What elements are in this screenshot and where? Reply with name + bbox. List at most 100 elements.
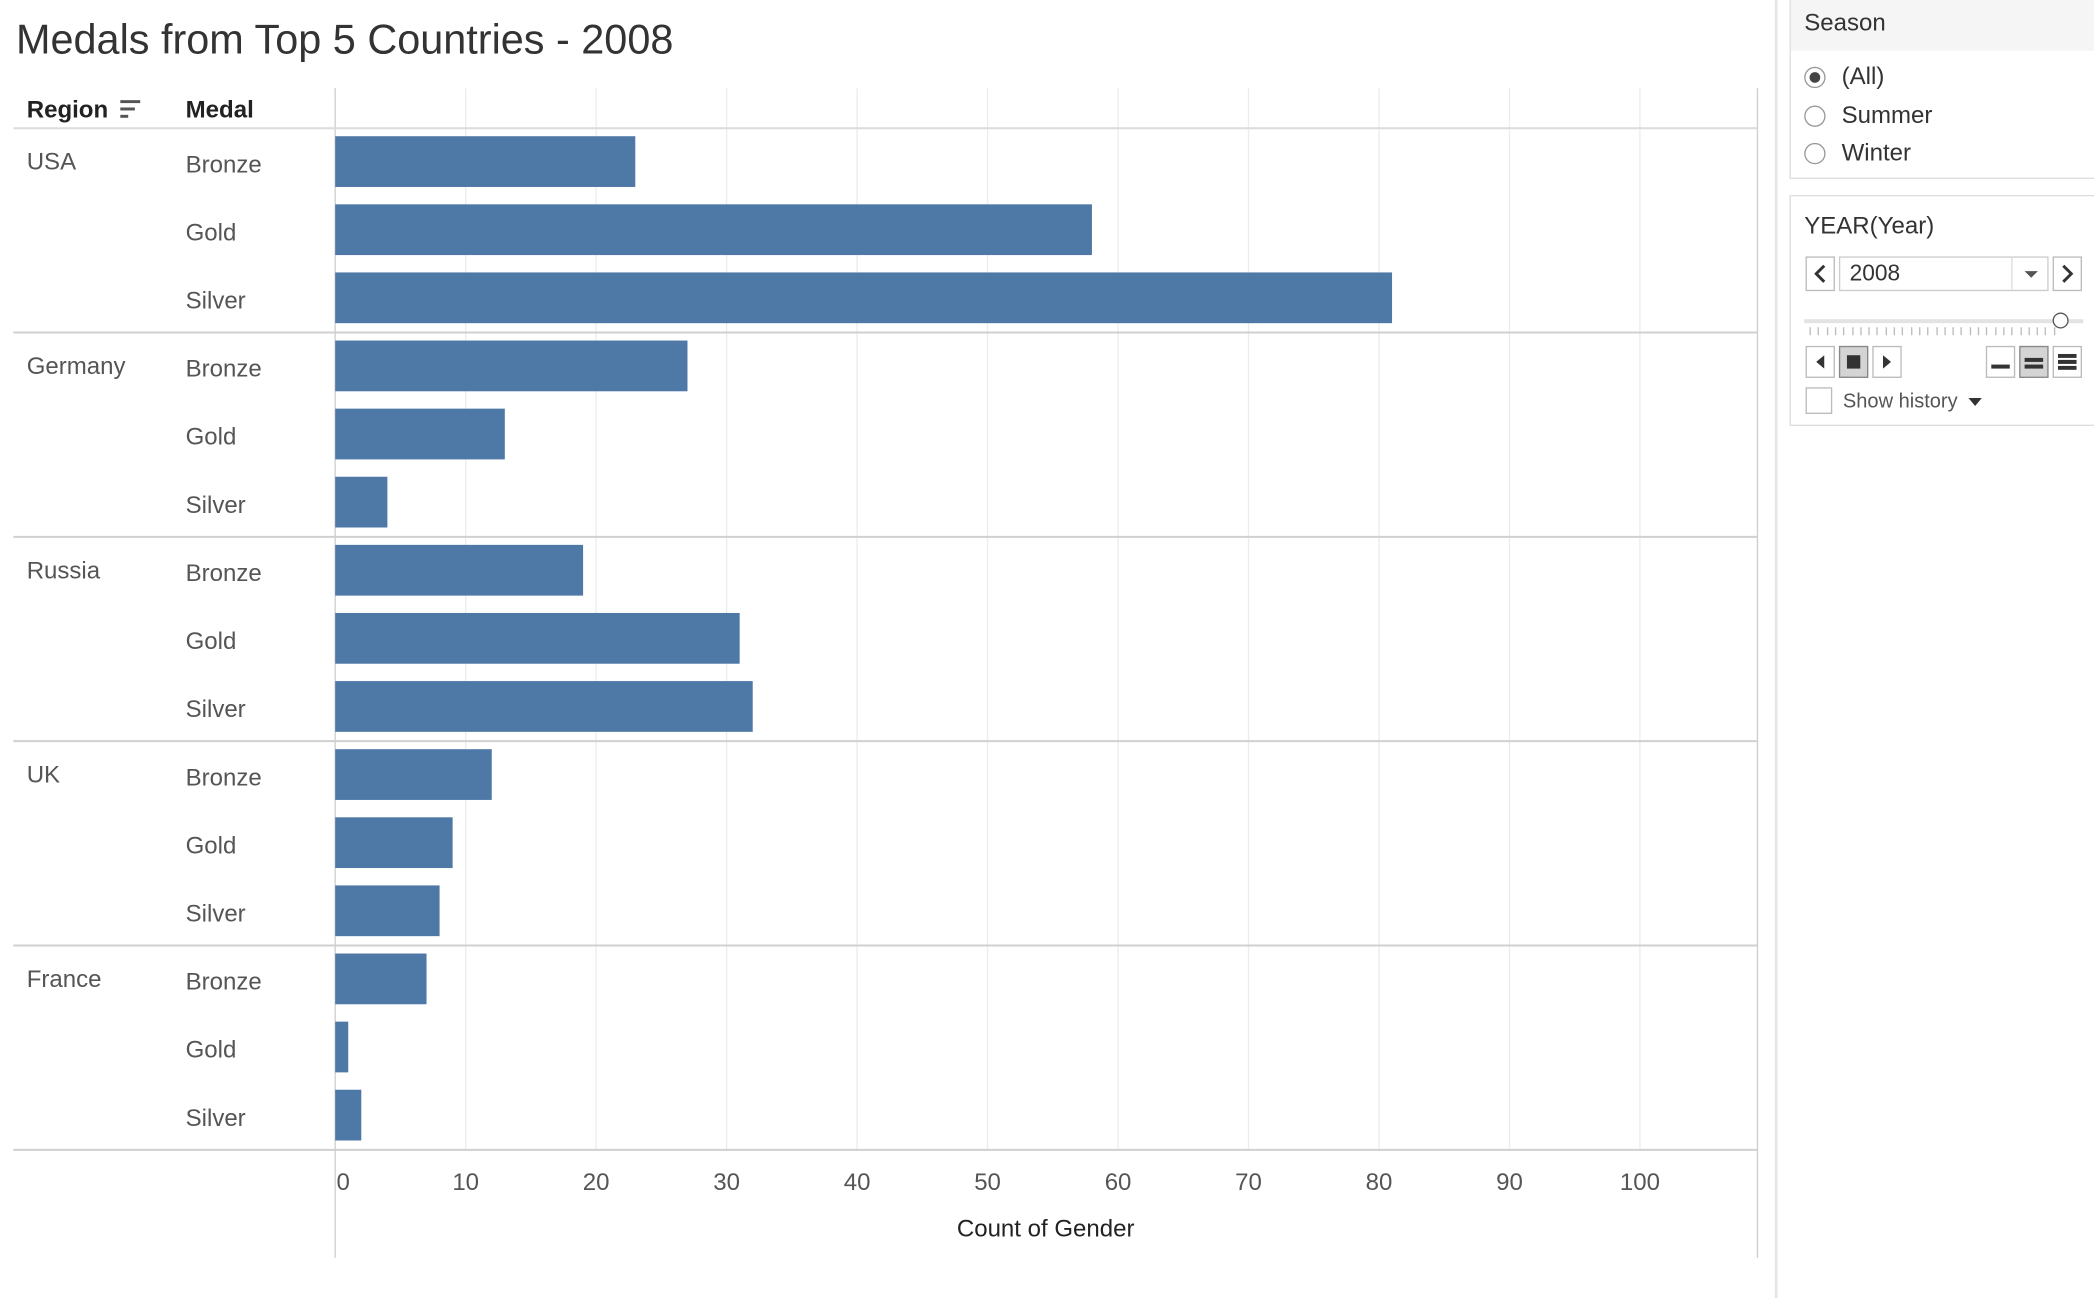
slider-tick bbox=[1868, 327, 1870, 336]
medal-label: Gold bbox=[186, 424, 237, 451]
slider-tick bbox=[2028, 327, 2030, 336]
radio-unselected-icon[interactable] bbox=[1804, 142, 1826, 164]
show-history-checkbox[interactable] bbox=[1805, 387, 1833, 414]
slider-tick bbox=[2019, 327, 2022, 336]
sort-descending-icon[interactable] bbox=[120, 99, 141, 127]
season-filter-header bbox=[1790, 0, 2094, 51]
speed-slow-button[interactable] bbox=[1985, 345, 2016, 378]
slider-tick bbox=[1910, 327, 1912, 336]
medal-label: Gold bbox=[186, 219, 237, 246]
tick-label: 90 bbox=[1496, 1169, 1523, 1196]
play-backward-button[interactable] bbox=[1805, 345, 1835, 378]
bar-uk-bronze[interactable] bbox=[335, 749, 492, 800]
year-slider-track[interactable] bbox=[1804, 319, 2084, 324]
region-label: France bbox=[27, 966, 102, 993]
season-option-winter[interactable]: Winter bbox=[1804, 139, 1911, 167]
slider-tick bbox=[1969, 327, 1971, 336]
bar-uk-silver[interactable] bbox=[335, 885, 440, 937]
bar-russia-gold[interactable] bbox=[335, 612, 740, 664]
season-option-all[interactable]: (All) bbox=[1804, 63, 1884, 91]
slider-tick bbox=[1817, 327, 1820, 336]
medal-label: Bronze bbox=[186, 151, 262, 178]
x-axis-title: Count of Gender bbox=[957, 1216, 1135, 1243]
season-filter-title: Season bbox=[1804, 9, 1886, 37]
slider-tick bbox=[1860, 327, 1862, 336]
bar-uk-gold[interactable] bbox=[335, 817, 453, 869]
bar-russia-bronze[interactable] bbox=[335, 544, 584, 596]
region-label: USA bbox=[27, 149, 76, 176]
tick-label: 10 bbox=[452, 1169, 479, 1196]
tick-label: 60 bbox=[1105, 1169, 1132, 1196]
bar-russia-silver[interactable] bbox=[335, 681, 753, 732]
speed-medium-icon bbox=[2024, 357, 2044, 369]
stop-button[interactable] bbox=[1838, 345, 1869, 378]
play-forward-button[interactable] bbox=[1872, 345, 1902, 378]
tick-label: 0 bbox=[337, 1169, 350, 1196]
bar-france-bronze[interactable] bbox=[335, 953, 427, 1005]
slider-tick bbox=[1902, 327, 1904, 336]
slider-tick bbox=[1977, 327, 1980, 336]
bar-france-silver[interactable] bbox=[335, 1089, 362, 1141]
medal-label: Silver bbox=[186, 1105, 246, 1132]
medal-label: Gold bbox=[186, 832, 237, 859]
bar-usa-bronze[interactable] bbox=[335, 136, 636, 187]
bar-germany-silver[interactable] bbox=[335, 476, 388, 528]
slider-tick bbox=[1885, 327, 1887, 336]
slider-tick bbox=[2011, 327, 2013, 336]
tick-label: 100 bbox=[1620, 1169, 1660, 1196]
year-select-value: 2008 bbox=[1849, 260, 1901, 286]
radio-unselected-icon[interactable] bbox=[1804, 104, 1826, 127]
chevron-right-icon bbox=[2062, 264, 2074, 283]
season-option-summer[interactable]: Summer bbox=[1804, 101, 1932, 129]
caret-down-icon[interactable] bbox=[2023, 270, 2039, 281]
season-option-label: Summer bbox=[1841, 101, 1933, 129]
slider-tick bbox=[1960, 327, 1963, 336]
bar-chart: USA Bronze Gold Silver Germany Bronze Gold Silv… bbox=[13, 88, 1759, 1259]
medal-label: Bronze bbox=[186, 764, 262, 791]
year-select[interactable]: 2008 bbox=[1838, 256, 2049, 292]
panel-divider bbox=[1774, 0, 1778, 1298]
medal-label: Silver bbox=[186, 900, 246, 927]
slider-tick bbox=[1944, 327, 1946, 336]
year-filter-card: YEAR(Year) 2008 bbox=[1789, 194, 2094, 427]
slider-tick bbox=[1994, 327, 1996, 336]
bar-germany-gold[interactable] bbox=[335, 408, 505, 460]
show-history-label[interactable]: Show history bbox=[1842, 389, 1958, 413]
region-label: Russia bbox=[27, 557, 101, 584]
stop-icon bbox=[1846, 355, 1861, 369]
slider-tick bbox=[1834, 327, 1837, 336]
slider-tick bbox=[1876, 327, 1879, 336]
slider-tick bbox=[1952, 327, 1954, 336]
tick-label: 40 bbox=[844, 1169, 871, 1196]
region-label: UK bbox=[27, 762, 60, 789]
slider-tick bbox=[2053, 327, 2055, 336]
tick-label: 20 bbox=[583, 1169, 610, 1196]
speed-slow-icon bbox=[1991, 364, 2010, 369]
slider-tick bbox=[1893, 327, 1896, 336]
bar-usa-gold[interactable] bbox=[335, 204, 1092, 256]
chevron-left-icon bbox=[1814, 264, 1826, 283]
bar-usa-silver[interactable] bbox=[335, 272, 1393, 324]
slider-tick bbox=[1809, 327, 1811, 336]
region-header[interactable]: Region bbox=[26, 96, 109, 123]
slider-tick bbox=[1918, 327, 1921, 336]
caret-down-icon[interactable] bbox=[1968, 397, 1982, 406]
medal-label: Gold bbox=[186, 1037, 237, 1064]
bar-germany-bronze[interactable] bbox=[335, 340, 688, 392]
medal-header[interactable]: Medal bbox=[185, 96, 254, 123]
season-option-label: (All) bbox=[1841, 62, 1885, 90]
play-backward-icon bbox=[1816, 355, 1825, 369]
page-title: Medals from Top 5 Countries - 2008 bbox=[16, 16, 674, 63]
slider-tick bbox=[2045, 327, 2047, 336]
tick-label: 70 bbox=[1235, 1169, 1262, 1196]
radio-selected-icon[interactable] bbox=[1804, 66, 1826, 88]
speed-fast-button[interactable] bbox=[2052, 345, 2082, 378]
medal-label: Silver bbox=[186, 696, 246, 723]
next-year-button[interactable] bbox=[2052, 256, 2082, 292]
speed-medium-button[interactable] bbox=[2019, 345, 2049, 378]
tick-label: 30 bbox=[713, 1169, 740, 1196]
previous-year-button[interactable] bbox=[1805, 256, 1835, 292]
bar-france-gold[interactable] bbox=[335, 1021, 349, 1073]
year-slider-thumb[interactable] bbox=[2052, 312, 2069, 329]
